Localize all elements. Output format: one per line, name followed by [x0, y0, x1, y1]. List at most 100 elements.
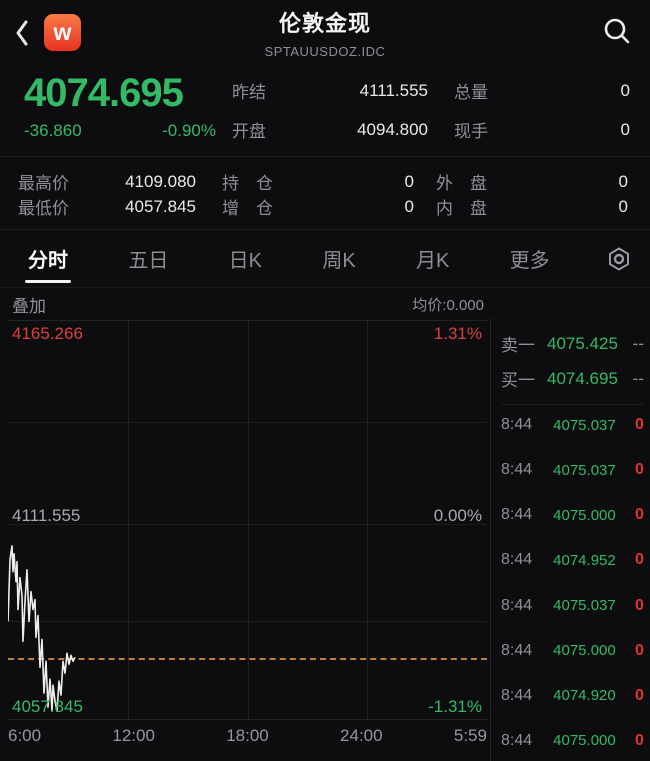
chart-toolbar: 叠加 均价:0.000 [0, 288, 490, 318]
grid-hline [8, 523, 487, 525]
tab-monthly-k[interactable]: 月K [416, 250, 450, 272]
inner-lots-label: 内 盘 [436, 199, 487, 218]
tick-time: 8:44 [501, 596, 533, 614]
total-volume-value: 0 [620, 80, 630, 100]
ask-row: 卖一 4075.425 -- [501, 326, 644, 361]
interest-change-value: 0 [404, 196, 414, 216]
tick-volume: 0 [635, 416, 644, 433]
tick-price: 4075.037 [553, 461, 616, 479]
outer-lots-label: 外 盘 [436, 174, 487, 193]
average-price-label: 均价:0.000 [412, 296, 484, 314]
ask-label: 卖一 [501, 336, 535, 355]
price-curve-svg [8, 545, 76, 712]
tab-more[interactable]: 更多 [509, 250, 550, 272]
chart-lower-percent: -1.31% [428, 697, 482, 716]
time-tick: 12:00 [112, 726, 155, 745]
tick-price: 4074.920 [553, 687, 616, 705]
page-title: 伦敦金现 [278, 11, 371, 36]
grid-hline [8, 422, 487, 424]
time-tick: 6:00 [8, 726, 42, 745]
search-button[interactable] [602, 16, 632, 46]
chart-settings-button[interactable] [606, 246, 632, 272]
grid-vline [367, 321, 369, 719]
minute-chart[interactable]: 4165.266 1.31% 4111.555 0.00% 4057.845 -… [0, 318, 490, 761]
open-value: 4094.800 [357, 119, 428, 139]
grid-vline [127, 321, 129, 719]
tick-price: 4075.000 [553, 732, 616, 750]
open-interest-label: 持 仓 [222, 174, 273, 193]
time-tick: 24:00 [340, 726, 383, 745]
tick-row: 8:44 4074.920 0 [501, 686, 644, 706]
tick-time: 8:44 [501, 551, 533, 569]
chart-plot-area[interactable]: 4165.266 1.31% 4111.555 0.00% 4057.845 -… [8, 320, 487, 720]
tick-price: 4075.000 [553, 506, 616, 524]
tick-time: 8:44 [501, 731, 533, 749]
interest-change-label: 增 仓 [222, 199, 273, 218]
current-hand-value: 0 [620, 119, 630, 139]
tick-time: 8:44 [501, 461, 533, 479]
last-price: 4074.695 [24, 71, 184, 115]
search-icon [604, 18, 630, 44]
tick-volume: 0 [635, 506, 644, 524]
low-value: 4057.845 [125, 196, 196, 216]
tick-time: 8:44 [501, 416, 533, 433]
current-hand-label: 现手 [454, 122, 488, 141]
time-tick: 5:59 [453, 726, 487, 745]
chart-upper-percent: 1.31% [433, 324, 482, 343]
overlay-button[interactable]: 叠加 [12, 296, 46, 316]
time-axis: 6:00 12:00 18:00 24:00 5:59 [8, 726, 487, 746]
grid-hline [8, 621, 487, 623]
prev-settle-label: 昨结 [232, 83, 266, 102]
tick-row: 8:44 4074.952 0 [501, 550, 644, 570]
outer-lots-value: 0 [618, 171, 628, 191]
minute-line [8, 545, 76, 712]
tab-five-day[interactable]: 五日 [128, 250, 169, 272]
tick-time: 8:44 [501, 686, 533, 704]
order-book: 卖一 4075.425 -- 买一 4074.695 -- [501, 326, 644, 405]
tick-price: 4074.952 [553, 551, 616, 569]
tick-price: 4075.000 [553, 642, 616, 660]
quote-details: 最高价 4109.080 持 仓 0 外 盘 0 最低价 4057.845 增 … [0, 156, 650, 230]
prev-settle-value: 4111.555 [359, 80, 428, 100]
tab-weekly-k[interactable]: 周K [322, 250, 356, 272]
settings-hex-icon [609, 247, 629, 270]
wind-app-icon[interactable]: w [44, 14, 81, 51]
grid-vline [247, 321, 249, 719]
chart-upper-price: 4165.266 [12, 324, 83, 343]
tab-daily-k[interactable]: 日K [228, 250, 262, 272]
open-label: 开盘 [232, 122, 266, 141]
chart-lower-price: 4057.845 [12, 697, 83, 716]
price-change: -36.860 [24, 121, 82, 140]
tick-row: 8:44 4075.000 0 [501, 731, 644, 751]
tick-price: 4075.037 [553, 597, 616, 615]
high-label: 最高价 [18, 174, 69, 193]
tick-row: 8:44 4075.037 0 [501, 415, 644, 435]
ask-volume: -- [632, 333, 644, 353]
chart-mid-percent: 0.00% [433, 506, 482, 526]
inner-lots-value: 0 [618, 196, 628, 216]
tick-time: 8:44 [501, 506, 533, 524]
tick-volume: 0 [635, 641, 644, 659]
bid-row: 买一 4074.695 -- [501, 361, 644, 396]
tick-row: 8:44 4075.037 0 [501, 596, 644, 616]
chevron-left-icon [16, 20, 28, 45]
tick-row: 8:44 4075.000 0 [501, 641, 644, 661]
open-interest-value: 0 [404, 171, 414, 191]
bid-volume: -- [632, 368, 644, 388]
ask-price: 4075.425 [547, 333, 618, 353]
tick-time: 8:44 [501, 641, 533, 659]
tab-minute[interactable]: 分时 [24, 230, 72, 287]
quote-summary: 4074.695 -36.860 -0.90% 昨结 4111.555 总量 0… [0, 60, 650, 156]
tick-list: 8:44 4075.037 0 8:44 4075.037 0 8:44 407… [501, 405, 644, 751]
chart-period-tabs: 分时 五日 日K 周K 月K 更多 [0, 230, 650, 288]
bid-label: 买一 [501, 371, 535, 390]
total-volume-label: 总量 [454, 83, 488, 102]
tick-volume: 0 [635, 461, 644, 479]
header: w 伦敦金现 SPTAUUSDOZ.IDC [0, 0, 650, 60]
tick-row: 8:44 4075.037 0 [501, 460, 644, 480]
bid-price: 4074.695 [547, 368, 618, 388]
high-value: 4109.080 [125, 171, 196, 191]
back-button[interactable] [14, 16, 34, 50]
tick-row: 8:44 4075.000 0 [501, 505, 644, 525]
